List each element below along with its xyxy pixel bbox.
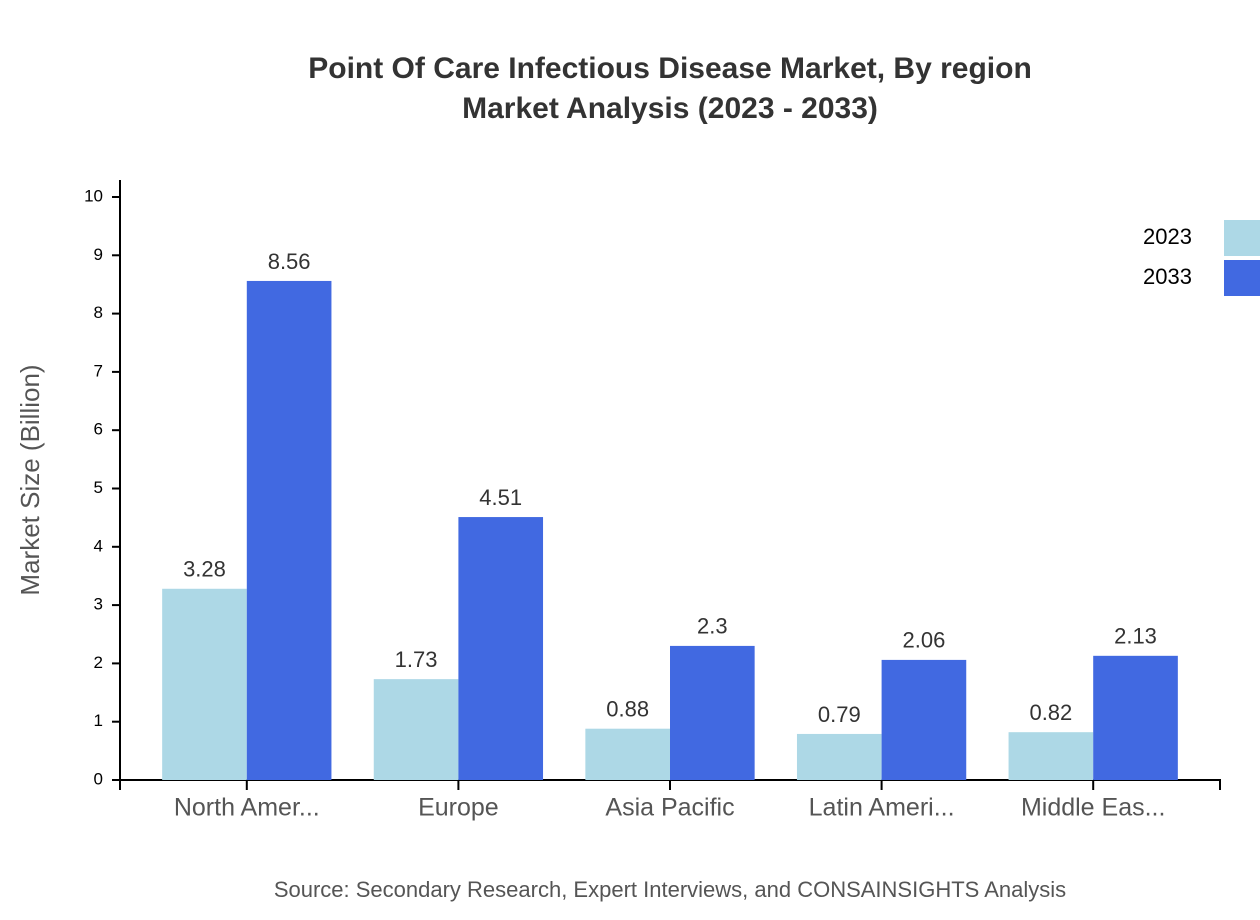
y-tick-label: 9 — [94, 245, 103, 264]
value-label: 8.56 — [268, 249, 311, 274]
x-tick-label: North Amer... — [174, 794, 320, 822]
value-label: 2.3 — [697, 614, 728, 639]
y-tick-label: 10 — [84, 186, 103, 205]
bar — [458, 517, 544, 780]
value-label: 0.79 — [818, 702, 861, 727]
value-label: 2.13 — [1114, 624, 1157, 649]
legend-swatch — [1224, 260, 1260, 296]
y-tick-label: 6 — [94, 420, 103, 439]
y-axis-title: Market Size (Billion) — [15, 364, 45, 595]
y-tick-label: 7 — [94, 361, 103, 380]
y-tick-label: 8 — [94, 303, 103, 322]
legend-swatch — [1224, 220, 1260, 256]
y-tick-label: 5 — [94, 478, 103, 497]
bar — [796, 733, 882, 780]
bar — [1008, 732, 1094, 780]
value-label: 0.88 — [606, 697, 649, 722]
value-label: 3.28 — [183, 557, 226, 582]
x-tick-label: Europe — [418, 794, 499, 822]
bar — [162, 588, 247, 780]
bar — [670, 645, 755, 780]
source-note: Source: Secondary Research, Expert Inter… — [274, 877, 1066, 902]
value-label: 4.51 — [479, 485, 522, 510]
y-tick-label: 2 — [94, 653, 103, 672]
x-tick-label: Middle Eas... — [1021, 794, 1166, 822]
x-tick-label: Latin Ameri... — [809, 794, 955, 822]
x-tick-label: Asia Pacific — [605, 794, 734, 822]
value-label: 1.73 — [395, 647, 438, 672]
chart-subtitle: Market Analysis (2023 - 2033) — [462, 92, 878, 125]
legend-label: 2033 — [1143, 264, 1192, 289]
bar — [585, 728, 670, 780]
bar — [1093, 655, 1178, 780]
y-tick-label: 3 — [94, 595, 103, 614]
bar — [246, 280, 332, 780]
legend-label: 2023 — [1143, 224, 1192, 249]
chart-title: Point Of Care Infectious Disease Market,… — [308, 52, 1032, 85]
y-tick-label: 0 — [94, 769, 103, 788]
value-label: 2.06 — [903, 628, 946, 653]
y-tick-label: 1 — [94, 711, 103, 730]
bar — [373, 679, 459, 780]
bar — [881, 659, 967, 780]
value-label: 0.82 — [1029, 700, 1072, 725]
y-tick-label: 4 — [94, 536, 103, 555]
